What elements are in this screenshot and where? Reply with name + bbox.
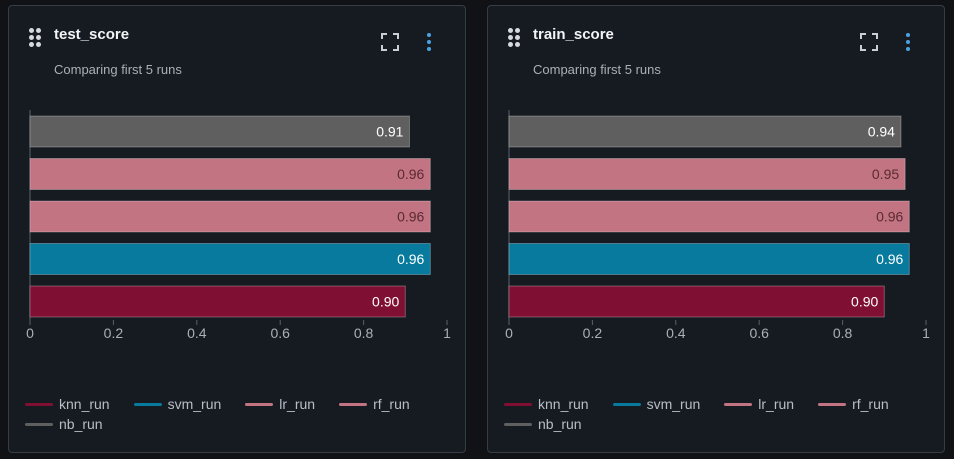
bar-lr_run[interactable]	[508, 200, 910, 233]
drag-handle-icon[interactable]	[508, 28, 520, 48]
legend-item-rf_run[interactable]: rf_run	[339, 396, 410, 412]
legend-label: svm_run	[646, 396, 701, 412]
legend-label: svm_run	[167, 396, 222, 412]
bar-rf_run[interactable]	[508, 158, 906, 190]
bar-lr_run[interactable]	[29, 200, 431, 233]
bar-value-label: 0.96	[876, 209, 903, 225]
bar-value-label: 0.95	[872, 166, 899, 182]
legend-label: lr_run	[758, 396, 795, 412]
legend-item-svm_run[interactable]: svm_run	[612, 396, 701, 412]
bar-chart: 0.94 0.95 0.96 0.96 0.90 0 0.2 0.4 0.6 0.8 1	[505, 110, 930, 341]
x-tick-label: 1	[922, 325, 930, 341]
chart-subtitle: Comparing first 5 runs	[533, 62, 661, 77]
bar-nb_run[interactable]	[29, 115, 410, 148]
legend-swatch	[133, 402, 162, 406]
legend-item-nb_run[interactable]: nb_run	[504, 416, 582, 432]
bar-value-label: 0.90	[851, 294, 878, 310]
legend-swatch	[724, 402, 753, 406]
legend-swatch	[245, 402, 274, 406]
chart-legend: knn_run svm_run lr_run rf_run nb_run	[504, 396, 924, 432]
bar-knn_run[interactable]	[29, 285, 406, 318]
expand-icon[interactable]	[859, 32, 879, 52]
legend-item-knn_run[interactable]: knn_run	[25, 396, 110, 412]
bar-knn_run[interactable]	[508, 285, 885, 318]
legend-label: rf_run	[373, 396, 410, 412]
bar-rf_run[interactable]	[29, 158, 431, 190]
bar-value-label: 0.90	[372, 294, 399, 310]
legend-label: lr_run	[279, 396, 316, 412]
bar-value-label: 0.96	[876, 251, 903, 267]
legend-item-lr_run[interactable]: lr_run	[245, 396, 315, 412]
x-tick-label: 0.2	[104, 325, 124, 341]
x-tick-label: 0.4	[187, 325, 207, 341]
legend-item-svm_run[interactable]: svm_run	[133, 396, 222, 412]
chart-title: train_score	[533, 26, 614, 43]
bar-value-label: 0.96	[397, 166, 424, 182]
legend-label: nb_run	[59, 416, 103, 432]
chart-card-test-score: test_score Comparing first 5 runs 0.91 0.…	[8, 5, 466, 453]
bar-nb_run[interactable]	[508, 115, 902, 148]
legend-item-lr_run[interactable]: lr_run	[724, 396, 794, 412]
kebab-menu-icon[interactable]	[421, 30, 437, 54]
x-tick-label: 0.8	[833, 325, 853, 341]
x-tick-label: 0.4	[666, 325, 686, 341]
x-tick-label: 0.8	[354, 325, 374, 341]
legend-swatch	[25, 402, 53, 406]
legend-item-rf_run[interactable]: rf_run	[818, 396, 889, 412]
bar-value-label: 0.96	[397, 209, 424, 225]
legend-label: nb_run	[538, 416, 582, 432]
legend-swatch	[25, 422, 53, 426]
legend-swatch	[504, 402, 532, 406]
x-tick-label: 1	[443, 325, 451, 341]
bar-value-label: 0.96	[397, 251, 424, 267]
legend-label: rf_run	[852, 396, 889, 412]
chart-title: test_score	[54, 26, 130, 43]
legend-label: knn_run	[538, 396, 589, 412]
legend-swatch	[818, 402, 847, 406]
drag-handle-icon[interactable]	[29, 28, 41, 48]
x-tick-label: 0.2	[583, 325, 603, 341]
legend-swatch	[339, 402, 368, 406]
legend-item-nb_run[interactable]: nb_run	[25, 416, 103, 432]
legend-label: knn_run	[59, 396, 110, 412]
bar-value-label: 0.91	[376, 124, 403, 140]
x-tick-label: 0	[26, 325, 34, 341]
legend-swatch	[504, 422, 532, 426]
chart-legend: knn_run svm_run lr_run rf_run nb_run	[25, 396, 445, 432]
bar-value-label: 0.94	[868, 124, 895, 140]
x-tick-label: 0	[505, 325, 513, 341]
chart-card-train-score: train_score Comparing first 5 runs 0.94 0…	[487, 5, 945, 453]
bar-chart: 0.91 0.96 0.96 0.96 0.90 0 0.2 0.4 0.6 0.8 1	[26, 110, 451, 341]
x-tick-label: 0.6	[749, 325, 769, 341]
legend-item-knn_run[interactable]: knn_run	[504, 396, 589, 412]
legend-swatch	[612, 402, 641, 406]
expand-icon[interactable]	[380, 32, 400, 52]
bar-svm_run[interactable]	[29, 243, 431, 275]
kebab-menu-icon[interactable]	[900, 30, 916, 54]
bar-svm_run[interactable]	[508, 243, 910, 275]
x-tick-label: 0.6	[270, 325, 290, 341]
chart-subtitle: Comparing first 5 runs	[54, 62, 182, 77]
